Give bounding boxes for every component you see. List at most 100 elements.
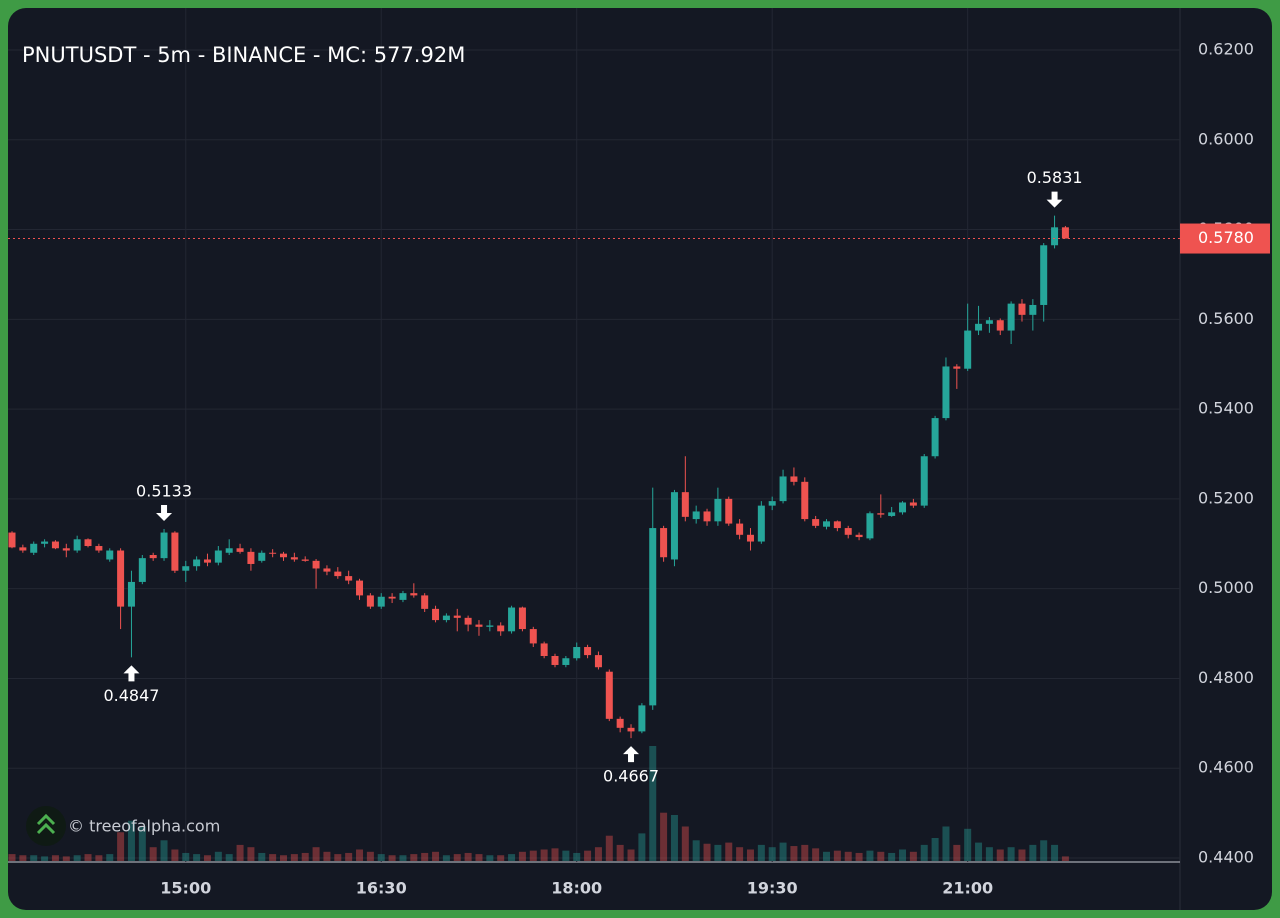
candle-body — [421, 595, 429, 609]
volume-bar — [931, 838, 939, 861]
volume-bar — [985, 847, 993, 861]
candle-body — [823, 521, 830, 527]
volume-bar — [388, 855, 396, 861]
x-tick-label: 18:00 — [551, 879, 602, 898]
volume-bar — [486, 855, 494, 861]
volume-bar — [833, 850, 841, 861]
y-tick-label: 0.6000 — [1198, 129, 1254, 148]
candle-body — [323, 568, 331, 572]
volume-bar — [562, 850, 570, 861]
candle-body — [160, 532, 168, 559]
volume-bar — [1061, 856, 1069, 861]
volume-bar — [953, 844, 961, 861]
volume-bar — [51, 855, 59, 861]
volume-bar — [681, 826, 689, 861]
annotation-arrow — [1046, 191, 1063, 208]
candle-body — [1018, 303, 1026, 315]
candle-body — [377, 596, 385, 607]
candle-body — [670, 492, 678, 560]
candle-body — [203, 559, 211, 563]
candle-body — [801, 481, 809, 520]
volume-bar — [736, 847, 744, 861]
candle-body — [975, 323, 983, 331]
candle-body — [844, 528, 852, 535]
y-tick-label: 0.4600 — [1198, 758, 1254, 777]
candle-body — [964, 330, 972, 369]
x-tick-label: 16:30 — [356, 879, 407, 898]
candle-body — [627, 727, 635, 732]
candle-body — [62, 548, 70, 551]
volume-bar — [62, 856, 70, 861]
volume-bar — [225, 854, 233, 861]
chart-title: PNUTUSDT - 5m - BINANCE - MC: 577.92M — [22, 43, 465, 67]
candle-body — [117, 550, 125, 607]
volume-bar — [573, 852, 581, 861]
volume-bar — [540, 849, 548, 861]
volume-bar — [290, 854, 298, 861]
volume-bar — [746, 849, 754, 861]
candle-body — [638, 705, 646, 732]
volume-bar — [301, 852, 309, 861]
volume-bar — [127, 820, 135, 861]
candle-body — [149, 555, 157, 559]
annotation-arrow — [156, 504, 173, 521]
candle-body — [953, 366, 961, 369]
volume-bar — [497, 855, 505, 861]
volume-bar — [1051, 844, 1059, 861]
volume-bar — [768, 847, 776, 861]
candle-body — [1040, 245, 1048, 305]
volume-bar — [1040, 840, 1048, 861]
candle-body — [909, 502, 917, 506]
watermark-icon — [36, 813, 56, 835]
candle-body — [736, 523, 744, 535]
candle-body — [486, 625, 494, 627]
candle-body — [193, 559, 201, 567]
volume-bar — [725, 842, 733, 861]
candle-body — [19, 547, 27, 551]
candle-body — [1029, 304, 1037, 315]
volume-bar — [117, 832, 125, 861]
candle-body — [508, 607, 516, 632]
candle-body — [1061, 227, 1069, 239]
volume-bar — [73, 855, 81, 861]
volume-bar — [888, 852, 896, 861]
candle-body — [432, 608, 440, 621]
volume-bar — [594, 847, 602, 861]
volume-bar — [899, 849, 907, 861]
candle-body — [41, 541, 49, 544]
candle-body — [605, 671, 613, 719]
candle-body — [703, 511, 711, 522]
candle-body — [985, 320, 993, 324]
volume-bar — [584, 850, 592, 861]
annotation-arrow — [123, 665, 140, 682]
candle-body — [51, 541, 59, 549]
volume-bar — [790, 846, 798, 861]
volume-bar — [844, 851, 852, 861]
candle-body — [584, 647, 592, 656]
volume-bar — [171, 849, 179, 861]
annotation-label: 0.4847 — [103, 686, 159, 705]
volume-bar — [975, 842, 983, 861]
volume-bar — [920, 844, 928, 861]
volume-bar — [432, 851, 440, 861]
volume-bar — [214, 851, 222, 861]
volume-bar — [323, 851, 331, 861]
candle-body — [1051, 227, 1059, 246]
volume-bar — [660, 812, 668, 861]
volume-bar — [160, 840, 168, 861]
volume-bar — [551, 848, 559, 861]
candle-body — [73, 539, 81, 551]
volume-bar — [757, 844, 765, 861]
candle-body — [812, 519, 820, 526]
candle-body — [442, 615, 450, 621]
volume-bar — [964, 828, 972, 861]
volume-bar — [30, 855, 38, 861]
candle-body — [280, 553, 287, 558]
candle-body — [573, 647, 581, 659]
volume-bar — [203, 855, 211, 861]
candle-body — [334, 571, 342, 577]
candle-body — [388, 596, 396, 599]
candle-body — [551, 656, 559, 665]
y-tick-label: 0.5000 — [1198, 578, 1254, 597]
